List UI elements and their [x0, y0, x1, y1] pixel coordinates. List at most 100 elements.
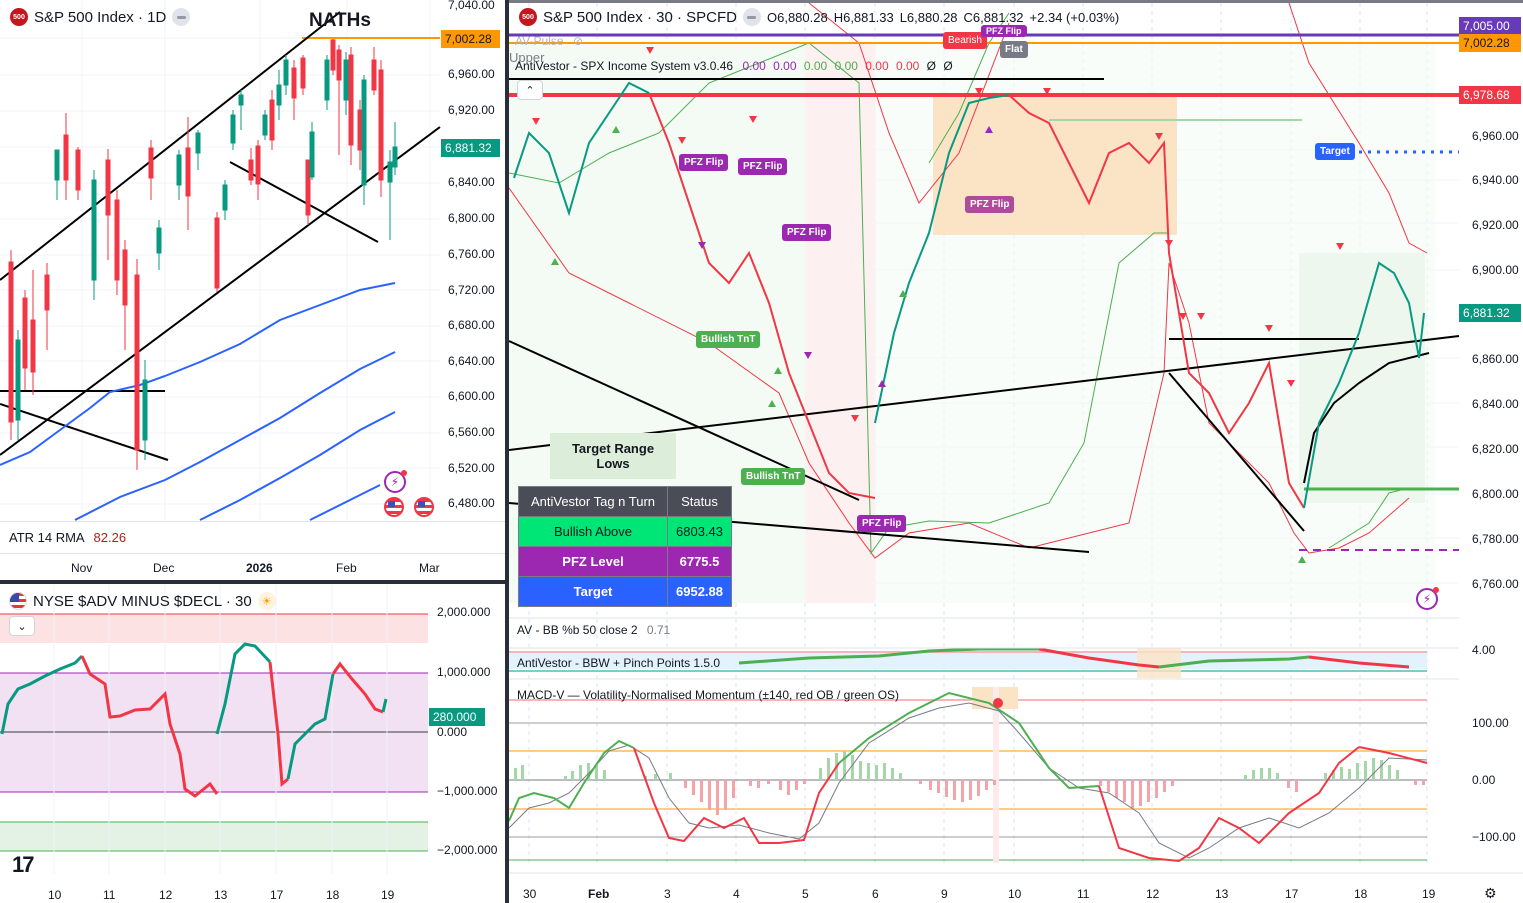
axis-tick: 6,720.00	[448, 283, 495, 297]
bbw-legend[interactable]: AntiVestor - BBW + Pinch Points 1.5.0	[517, 656, 721, 670]
pfz-flip-top-tag: PFZ Flip	[981, 25, 1027, 37]
target-label: Target	[1315, 143, 1355, 160]
minimize-pill-icon[interactable]	[742, 8, 761, 26]
axis-tick: 6,860.00	[1472, 352, 1519, 366]
ind-val: 0.00	[773, 59, 797, 73]
time-tick: 19	[381, 888, 395, 902]
time-tick: 18	[1354, 887, 1368, 901]
breadth-chart-canvas[interactable]	[0, 584, 505, 903]
daily-chart-pane[interactable]: 500 S&P 500 Index · 1D NATHs 7,040.00 6,…	[0, 0, 505, 580]
axis-tick: 1,000.000	[437, 665, 491, 679]
tradingview-logo[interactable]: 17	[12, 852, 35, 877]
us-economic-event-icon[interactable]	[414, 497, 434, 517]
collapse-legend-button[interactable]: ⌃	[517, 80, 543, 100]
axis-tick: 6,600.00	[448, 389, 495, 403]
axis-tick: −2,000.000	[437, 843, 498, 857]
axis-tick: 6,920.00	[448, 103, 495, 117]
last-price-tag: 6,881.32	[1459, 304, 1521, 322]
axis-tick: 2,000.000	[437, 605, 491, 619]
macd-axis-tick: −100.00	[1472, 830, 1516, 844]
axis-tick: 6,780.00	[1472, 532, 1519, 546]
axis-tick: 6,640.00	[448, 354, 495, 368]
time-tick: 5	[802, 887, 809, 901]
time-tick: 3	[664, 887, 671, 901]
bullish-tnt-label: Bullish TnT	[741, 468, 806, 485]
time-tick: 12	[159, 888, 173, 902]
atr-value: 82.26	[93, 530, 127, 545]
daily-chart-canvas[interactable]	[0, 0, 505, 580]
pane-resize-handle[interactable]	[0, 580, 505, 584]
breadth-chart-title[interactable]: NYSE $ADV MINUS $DECL · 30	[33, 592, 252, 610]
sp500-symbol-badge: 500	[519, 8, 537, 26]
pfz-flip-label: PFZ Flip	[738, 158, 788, 175]
intraday-legend: 500 S&P 500 Index · 30 · SPCFD O6,880.28…	[519, 8, 1119, 26]
axis-tick: 6,820.00	[1472, 442, 1519, 456]
breadth-legend: NYSE $ADV MINUS $DECL · 30 ☀	[9, 592, 276, 610]
time-tick: 4	[733, 887, 740, 901]
pane-resize-handle-vertical[interactable]	[505, 0, 509, 903]
chart-settings-gear-icon[interactable]: ⚙	[1484, 885, 1497, 901]
table-cell-label: Target	[518, 576, 668, 607]
av-pulse-label[interactable]: AV-Pulse ⊘	[515, 34, 583, 48]
time-tick: Feb	[588, 887, 610, 901]
pane-separator	[0, 521, 505, 522]
sp500-symbol-badge: 500	[10, 8, 28, 26]
table-header: AntiVestor Tag n Turn	[518, 486, 668, 517]
macd-v-legend[interactable]: MACD-V — Volatility-Normalised Momentum …	[517, 688, 900, 702]
time-tick: Feb	[336, 561, 357, 575]
market-open-sun-icon: ☀	[257, 592, 276, 610]
target-range-lows-box: Target Range Lows	[550, 433, 676, 479]
table-header-row: AntiVestor Tag n Turn Status	[518, 486, 732, 517]
time-tick: 13	[1215, 887, 1229, 901]
lightning-event-icon[interactable]: ⚡	[384, 470, 407, 493]
collapse-legend-button[interactable]: ⌄	[9, 616, 35, 636]
lightning-event-icon[interactable]: ⚡	[1416, 587, 1439, 610]
time-tick: 18	[326, 888, 340, 902]
axis-tick: 6,520.00	[448, 461, 495, 475]
time-tick: Dec	[153, 561, 175, 575]
table-cell-value: 6952.88	[667, 576, 732, 607]
ind-val: Ø	[943, 59, 953, 73]
daily-legend: 500 S&P 500 Index · 1D	[10, 8, 191, 26]
ind-val: 0.00	[803, 59, 828, 73]
breadth-chart-pane[interactable]: NYSE $ADV MINUS $DECL · 30 ☀ ⌄ 2,000.000…	[0, 584, 505, 903]
time-tick: 12	[1146, 887, 1160, 901]
ohlc-low: L6,880.28	[899, 9, 958, 25]
time-tick: Mar	[419, 561, 440, 575]
time-tick: 19	[1422, 887, 1436, 901]
atr-indicator-label: ATR 14 RMA 82.26	[9, 530, 126, 545]
us-economic-event-icon[interactable]	[384, 497, 404, 517]
ind-val: 0.00	[742, 59, 766, 73]
hidden-eye-icon[interactable]: ⊘	[572, 34, 583, 48]
time-tick: 11	[1077, 887, 1090, 901]
axis-tick: 6,480.00	[448, 496, 495, 510]
axis-tick: 6,920.00	[1472, 218, 1519, 232]
intraday-chart-pane[interactable]: 500 S&P 500 Index · 30 · SPCFD O6,880.28…	[509, 3, 1523, 903]
axis-tick: 6,840.00	[448, 175, 495, 189]
daily-chart-title[interactable]: S&P 500 Index · 1D	[34, 8, 167, 26]
ohlc-open: O6,880.28	[766, 9, 828, 25]
pfz-flip-label: PFZ Flip	[679, 154, 729, 171]
time-tick: 17	[270, 888, 284, 902]
time-tick: 2026	[246, 561, 273, 575]
axis-tick: 6,760.00	[448, 247, 495, 261]
ind-val: 0.00	[834, 59, 858, 73]
indicator-name[interactable]: AntiVestor - SPX Income System v3.0.46	[515, 59, 734, 73]
nath-level-tag: 7,002.28	[1459, 34, 1521, 52]
table-row: Target 6952.88	[518, 576, 732, 607]
pfz-flip-label: PFZ Flip	[857, 515, 907, 532]
ohlc-high: H6,881.33	[833, 9, 894, 25]
bb-label[interactable]: AV - BB %b 50 close 2	[517, 623, 638, 637]
table-row: Bullish Above 6803.43	[518, 516, 732, 547]
table-header: Status	[667, 486, 732, 517]
av-pulse-text: AV-Pulse	[515, 34, 564, 48]
time-axis-border	[0, 553, 505, 554]
purple-level-tag: 7,005.00	[1459, 17, 1521, 35]
pfz-flip-label: PFZ Flip	[965, 196, 1015, 213]
intraday-chart-title[interactable]: S&P 500 Index · 30 · SPCFD	[543, 8, 737, 26]
ohlc-change: +2.34 (+0.03%)	[1029, 9, 1120, 25]
table-row: PFZ Level 6775.5	[518, 546, 732, 577]
minimize-pill-icon[interactable]	[172, 8, 191, 26]
upper-label: Upper	[509, 50, 545, 65]
last-price-tag: 6,881.32	[441, 139, 500, 157]
